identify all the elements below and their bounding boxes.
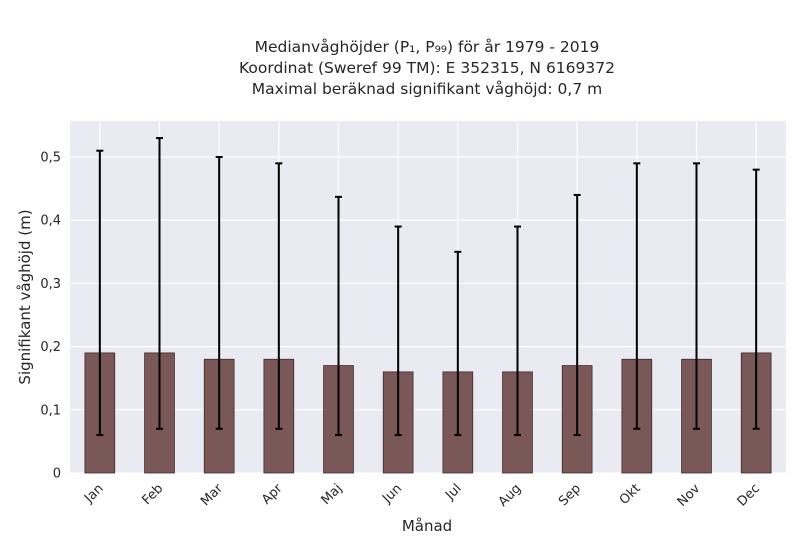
error-bar-feb <box>156 137 163 430</box>
y-tick-label: 0,3 <box>40 277 61 292</box>
x-axis-ticks: Jan Feb Mar Apr Maj Jun Jul Aug Sep Okt Nov Dec <box>81 481 763 510</box>
x-tick-label: Jun <box>379 481 405 507</box>
x-tick-label: Aug <box>496 481 525 510</box>
error-bar-maj <box>335 195 342 437</box>
x-tick-label: Apr <box>259 481 286 508</box>
plot-area <box>70 121 786 473</box>
error-bar-apr <box>275 162 283 430</box>
error-bar-aug <box>514 225 521 437</box>
y-tick-label: 0,1 <box>40 403 61 418</box>
y-axis-ticks: 0 0,1 0,2 0,3 0,4 0,5 <box>40 151 61 482</box>
x-tick-label: Jan <box>81 481 106 506</box>
title-line-1: Medianvåghöjder (P₁, P₉₉) för år 1979 - … <box>255 38 600 56</box>
x-tick-label: Okt <box>617 481 644 508</box>
y-tick-label: 0 <box>53 467 61 482</box>
error-bar-jun <box>394 225 402 437</box>
x-tick-label: Mar <box>198 481 226 509</box>
error-bar-okt <box>633 162 641 430</box>
y-tick-label: 0,4 <box>40 214 61 229</box>
chart-title: Medianvåghöjder (P₁, P₉₉) för år 1979 - … <box>239 38 615 98</box>
error-bars <box>96 137 760 437</box>
y-axis-label: Signifikant våghöjd (m) <box>16 209 34 384</box>
x-tick-label: Maj <box>319 481 346 508</box>
title-line-3: Maximal beräknad signifikant våghöjd: 0,… <box>252 80 602 98</box>
title-line-2: Koordinat (Sweref 99 TM): E 352315, N 61… <box>239 59 615 77</box>
x-axis-label: Månad <box>402 517 452 535</box>
error-bar-jul <box>454 250 462 437</box>
error-bar-sep <box>573 193 581 437</box>
x-tick-label: Feb <box>139 481 166 508</box>
y-tick-label: 0,5 <box>40 151 61 166</box>
x-tick-label: Nov <box>675 481 704 510</box>
error-bar-jan <box>96 149 104 437</box>
y-tick-label: 0,2 <box>40 340 61 355</box>
x-tick-label: Jul <box>442 481 464 503</box>
x-tick-label: Dec <box>735 481 763 509</box>
error-bar-nov <box>693 162 700 430</box>
x-tick-label: Sep <box>556 481 584 509</box>
error-bar-mar <box>215 156 223 430</box>
error-bar-dec <box>752 168 760 430</box>
